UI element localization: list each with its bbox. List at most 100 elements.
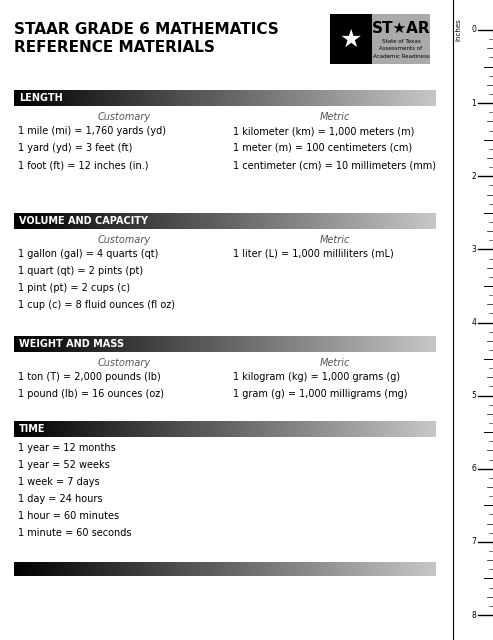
Bar bbox=[284, 336, 286, 352]
Text: TIME: TIME bbox=[19, 424, 45, 434]
Bar bbox=[244, 90, 246, 106]
Bar bbox=[427, 90, 430, 106]
Bar bbox=[185, 562, 187, 576]
Bar bbox=[320, 213, 322, 229]
Bar bbox=[324, 213, 326, 229]
Bar bbox=[358, 336, 360, 352]
Bar bbox=[128, 421, 130, 437]
Bar bbox=[183, 90, 185, 106]
Bar bbox=[185, 421, 187, 437]
Bar bbox=[115, 421, 117, 437]
Bar bbox=[310, 90, 312, 106]
Bar bbox=[73, 421, 75, 437]
Bar bbox=[303, 562, 305, 576]
Bar bbox=[312, 90, 314, 106]
Bar bbox=[166, 562, 168, 576]
Bar bbox=[41, 213, 43, 229]
Bar bbox=[415, 90, 417, 106]
Bar bbox=[297, 562, 299, 576]
Bar bbox=[46, 90, 48, 106]
Bar bbox=[221, 336, 223, 352]
Bar bbox=[257, 562, 259, 576]
Bar bbox=[345, 421, 348, 437]
Bar bbox=[333, 213, 335, 229]
Bar bbox=[206, 562, 208, 576]
Bar bbox=[216, 336, 219, 352]
Bar bbox=[267, 421, 269, 437]
Bar bbox=[141, 336, 142, 352]
Bar bbox=[18, 90, 20, 106]
Bar bbox=[366, 213, 368, 229]
Bar bbox=[276, 336, 278, 352]
Bar bbox=[193, 421, 195, 437]
Bar bbox=[272, 213, 274, 229]
Bar bbox=[166, 90, 168, 106]
Text: 1 foot (ft) = 12 inches (in.): 1 foot (ft) = 12 inches (in.) bbox=[18, 160, 148, 170]
Bar bbox=[122, 213, 124, 229]
Bar bbox=[134, 90, 137, 106]
Bar bbox=[272, 421, 274, 437]
Bar bbox=[377, 562, 379, 576]
Bar bbox=[236, 336, 238, 352]
Bar bbox=[153, 562, 155, 576]
Bar bbox=[175, 213, 176, 229]
Bar bbox=[434, 213, 436, 229]
Bar bbox=[198, 90, 200, 106]
Bar bbox=[377, 213, 379, 229]
Text: Metric: Metric bbox=[319, 112, 350, 122]
Bar bbox=[176, 90, 178, 106]
Bar bbox=[406, 90, 409, 106]
Bar bbox=[79, 562, 81, 576]
Bar bbox=[301, 213, 303, 229]
Bar bbox=[394, 336, 396, 352]
Bar bbox=[252, 562, 254, 576]
Bar bbox=[20, 421, 23, 437]
Bar bbox=[35, 562, 37, 576]
Bar bbox=[46, 421, 48, 437]
Bar bbox=[299, 562, 301, 576]
Bar bbox=[23, 90, 25, 106]
Bar bbox=[128, 213, 130, 229]
Bar bbox=[261, 213, 263, 229]
Bar bbox=[219, 213, 221, 229]
Bar bbox=[368, 562, 371, 576]
Bar bbox=[421, 213, 423, 229]
Bar bbox=[33, 421, 35, 437]
Bar bbox=[396, 421, 398, 437]
Bar bbox=[231, 421, 234, 437]
Bar bbox=[25, 90, 27, 106]
Bar bbox=[109, 336, 111, 352]
Bar bbox=[389, 90, 392, 106]
Bar bbox=[425, 90, 427, 106]
Bar bbox=[162, 213, 164, 229]
Bar bbox=[337, 90, 339, 106]
Bar bbox=[29, 336, 31, 352]
Bar bbox=[236, 90, 238, 106]
Bar bbox=[322, 336, 324, 352]
Bar bbox=[236, 562, 238, 576]
Bar bbox=[99, 421, 101, 437]
Bar bbox=[16, 213, 18, 229]
Bar bbox=[58, 421, 61, 437]
Bar bbox=[221, 213, 223, 229]
Bar bbox=[419, 562, 421, 576]
Bar bbox=[137, 90, 139, 106]
Bar bbox=[269, 90, 272, 106]
Bar bbox=[107, 336, 109, 352]
Bar bbox=[371, 90, 373, 106]
Bar bbox=[415, 562, 417, 576]
Bar bbox=[33, 90, 35, 106]
Bar bbox=[402, 213, 404, 229]
Bar bbox=[314, 213, 316, 229]
Bar bbox=[398, 421, 400, 437]
Text: 1 quart (qt) = 2 pints (pt): 1 quart (qt) = 2 pints (pt) bbox=[18, 266, 143, 276]
Bar bbox=[65, 562, 67, 576]
Bar bbox=[227, 336, 229, 352]
Bar bbox=[153, 213, 155, 229]
Bar bbox=[162, 336, 164, 352]
Bar bbox=[137, 562, 139, 576]
Bar bbox=[254, 421, 257, 437]
Text: 1 centimeter (cm) = 10 millimeters (mm): 1 centimeter (cm) = 10 millimeters (mm) bbox=[234, 160, 436, 170]
Bar bbox=[132, 562, 134, 576]
Bar bbox=[63, 90, 65, 106]
